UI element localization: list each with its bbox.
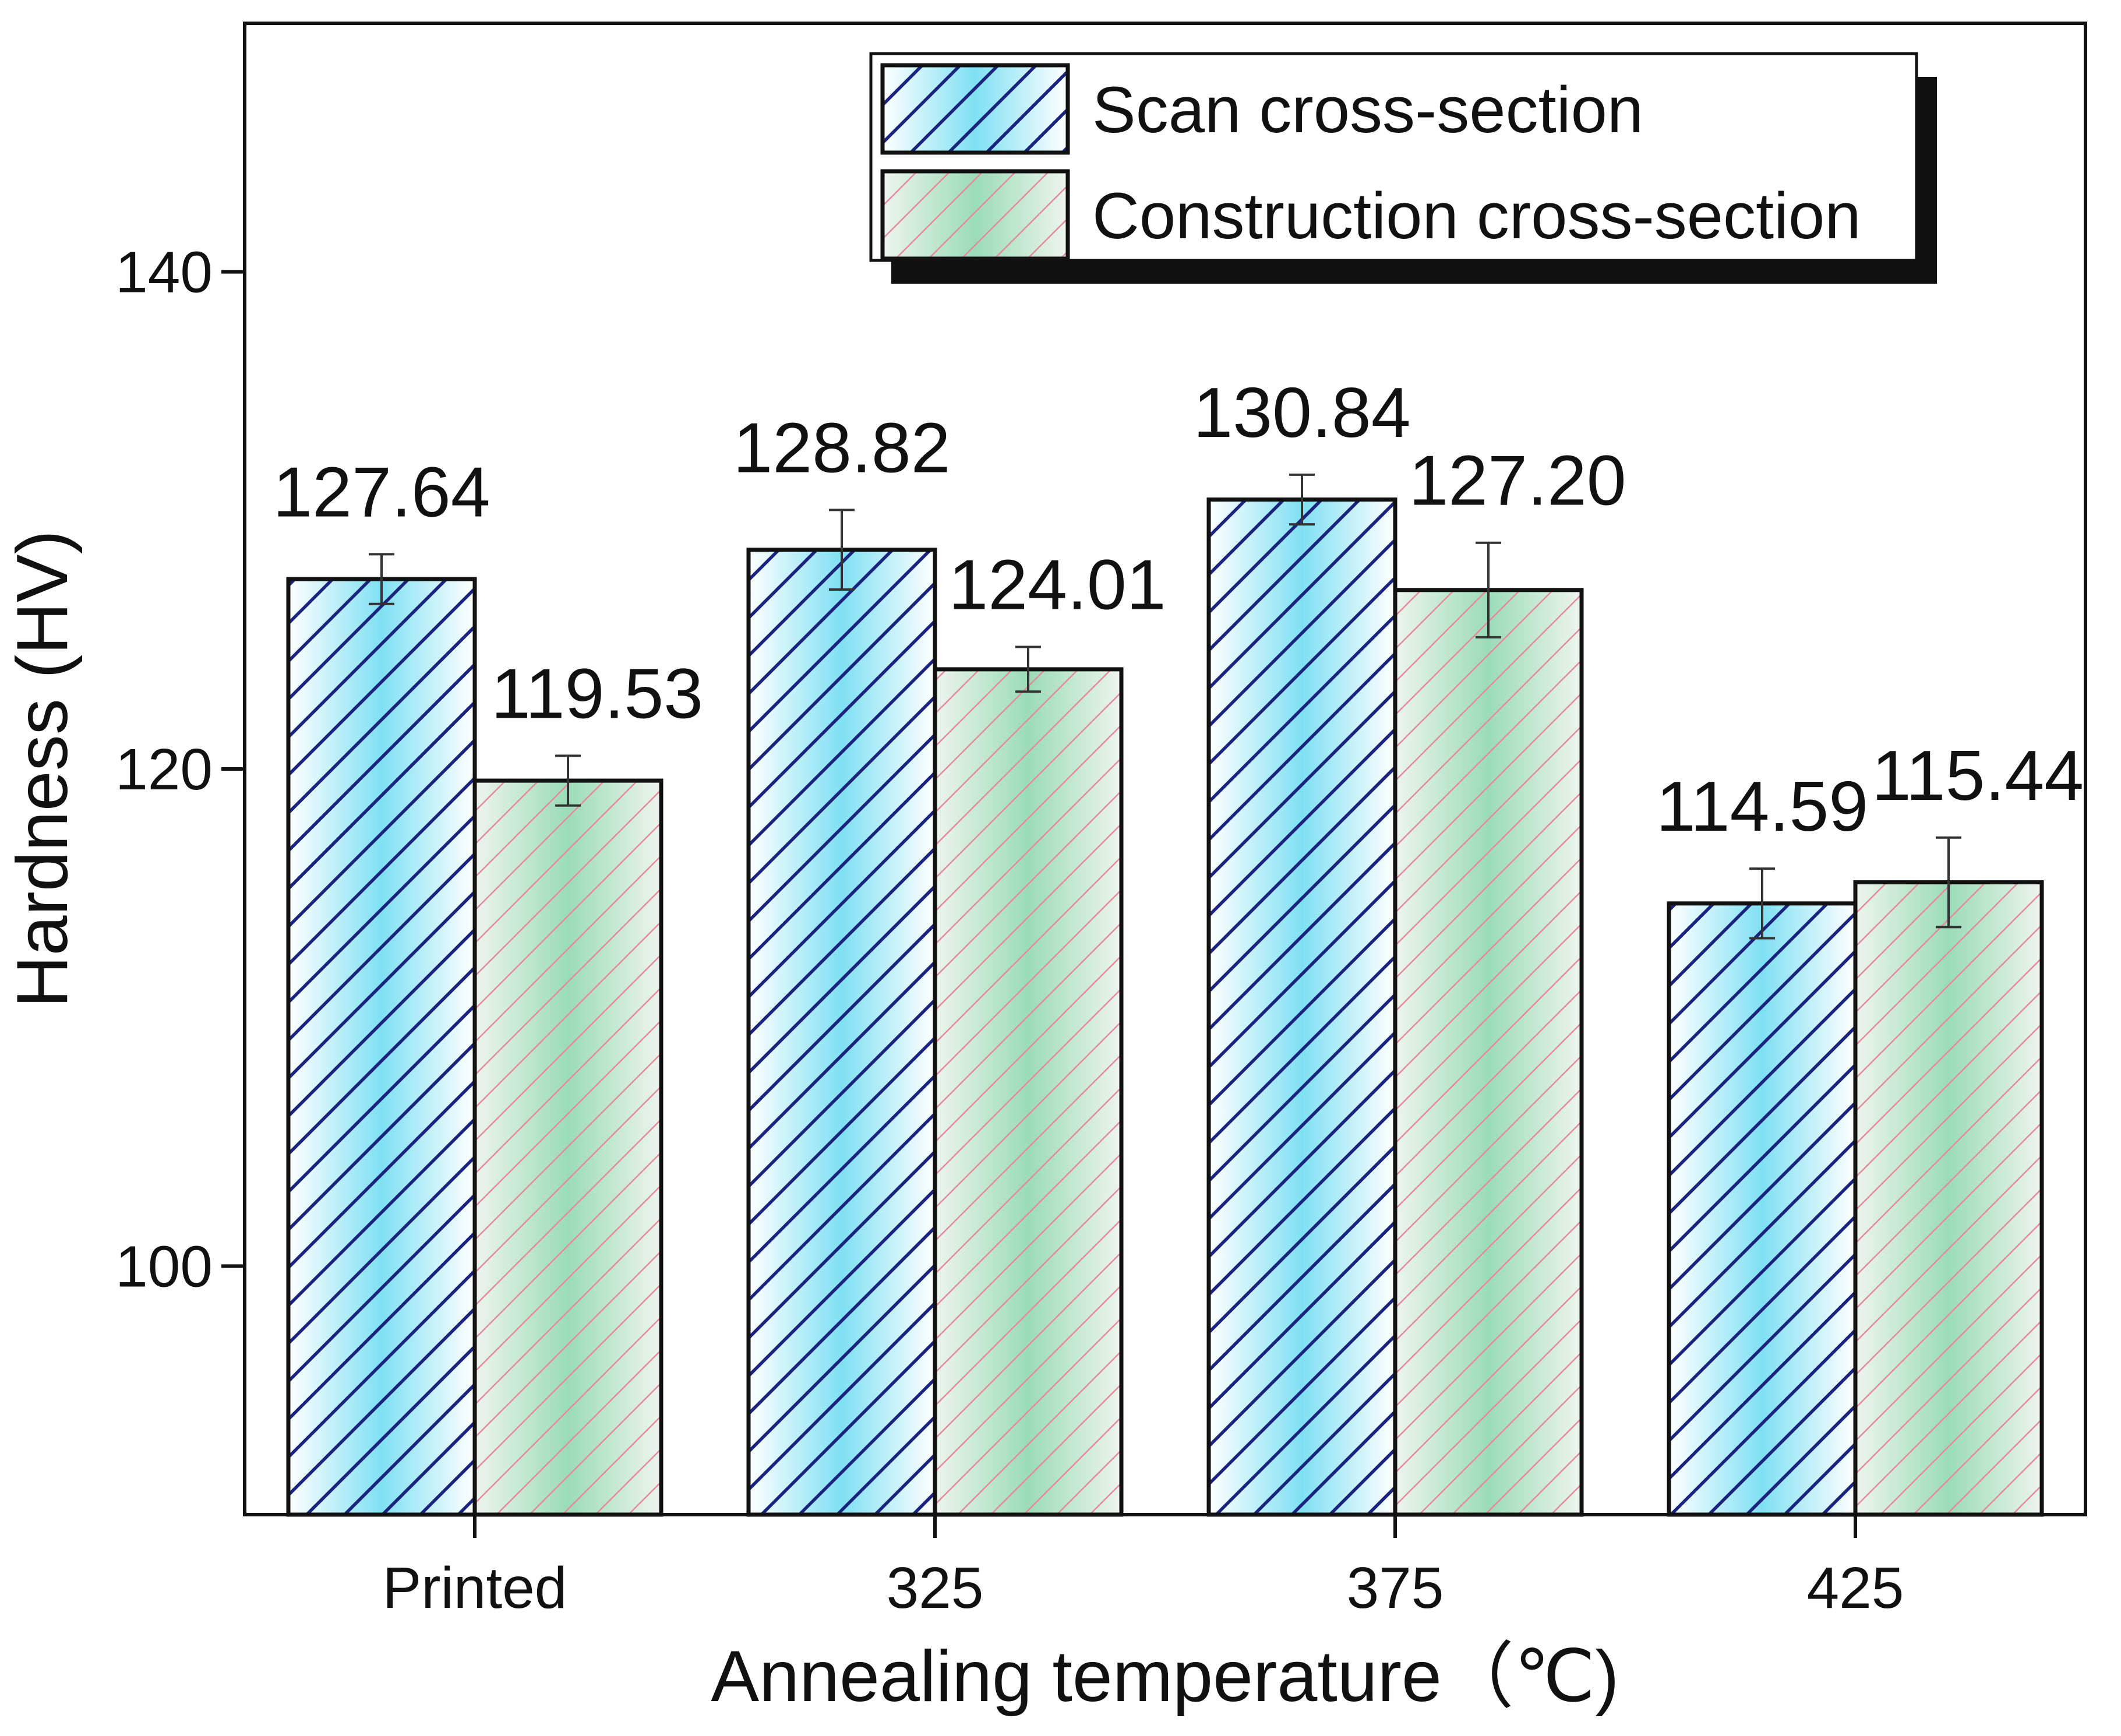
legend-swatch-hatch <box>883 171 1068 259</box>
bar-hatch <box>935 669 1121 1515</box>
data-label-scan-425: 114.59 <box>1656 767 1868 846</box>
legend: Scan cross-section Construction cross-sec… <box>869 52 1937 284</box>
bar-series-group <box>286 497 2044 1517</box>
bar-hatch <box>1669 903 1855 1515</box>
error-bar-construction-425 <box>1936 836 1961 929</box>
x-tick-label-375: 375 <box>1347 1555 1444 1621</box>
x-tick-label-425: 425 <box>1807 1555 1904 1621</box>
bar-construction-325 <box>933 667 1124 1517</box>
legend-swatch-outline <box>880 169 1070 261</box>
error-bar-scan-325 <box>829 509 855 591</box>
data-label-construction-425: 115.44 <box>1872 736 2084 815</box>
bar-hatch <box>475 781 661 1515</box>
bar-scan-425 <box>1667 901 1858 1517</box>
error-bar-construction-325 <box>1015 645 1041 693</box>
data-label-construction-375: 127.20 <box>1409 441 1626 520</box>
legend-swatch-outline <box>880 63 1070 155</box>
error-bar-construction-Printed <box>555 754 581 807</box>
x-axis: Printed 325 375 425 <box>383 1515 1904 1621</box>
data-label-scan-325: 128.82 <box>733 408 950 487</box>
bar-hatch <box>1395 590 1582 1515</box>
error-bar-scan-Printed <box>369 553 394 605</box>
legend-swatch-hatch <box>883 65 1068 153</box>
legend-label: Construction cross-section <box>1092 179 1861 252</box>
y-axis-title: Hardness (HV) <box>2 530 83 1008</box>
bar-scan-375 <box>1206 497 1397 1517</box>
error-bar-group <box>369 473 1961 940</box>
y-tick-label-140: 140 <box>115 240 213 305</box>
y-axis: 100 120 140 <box>115 240 245 1299</box>
y-tick-label-120: 120 <box>115 737 213 802</box>
x-axis-title: Annealing temperature（℃) <box>711 1636 1619 1717</box>
data-label-construction-325: 124.01 <box>948 545 1166 624</box>
x-tick-label-325: 325 <box>887 1555 984 1621</box>
bar-construction-375 <box>1393 588 1584 1517</box>
bar-construction-425 <box>1853 880 2044 1517</box>
data-label-construction-Printed: 119.53 <box>491 654 703 733</box>
error-bar-scan-425 <box>1749 867 1775 940</box>
data-label-scan-Printed: 127.64 <box>273 452 490 531</box>
y-tick-label-100: 100 <box>115 1234 213 1299</box>
legend-item-scan: Scan cross-section <box>880 63 1643 155</box>
legend-item-construction: Construction cross-section <box>880 169 1861 261</box>
data-label-scan-375: 130.84 <box>1193 373 1410 452</box>
bar-hatch <box>288 579 475 1515</box>
error-bar-construction-375 <box>1476 541 1501 638</box>
bar-hatch <box>749 549 935 1515</box>
bar-hatch <box>1855 882 2042 1515</box>
bar-construction-Printed <box>472 778 664 1517</box>
error-bar-scan-375 <box>1289 473 1315 526</box>
bar-scan-325 <box>746 548 937 1517</box>
bar-hatch <box>1209 499 1395 1515</box>
legend-label: Scan cross-section <box>1092 73 1643 146</box>
x-tick-label-Printed: Printed <box>383 1555 567 1621</box>
bar-scan-Printed <box>286 577 477 1517</box>
